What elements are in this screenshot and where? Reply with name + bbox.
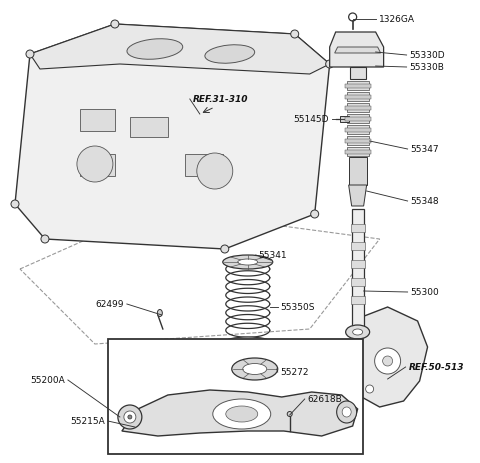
Ellipse shape <box>336 401 357 423</box>
Text: 55272: 55272 <box>281 368 309 377</box>
Ellipse shape <box>232 358 278 380</box>
Bar <box>347 93 369 102</box>
Bar <box>345 107 371 111</box>
Circle shape <box>325 61 334 69</box>
Bar <box>345 96 371 100</box>
Text: 55341: 55341 <box>259 251 288 260</box>
Polygon shape <box>15 25 330 250</box>
Circle shape <box>111 21 119 29</box>
Ellipse shape <box>157 310 162 317</box>
Bar <box>345 140 371 144</box>
Bar <box>347 137 369 146</box>
Circle shape <box>366 385 373 393</box>
Circle shape <box>26 51 34 59</box>
Bar <box>347 148 369 156</box>
Bar <box>345 118 371 122</box>
Ellipse shape <box>118 405 142 429</box>
Ellipse shape <box>353 329 363 335</box>
Bar <box>345 150 371 155</box>
Text: 1326GA: 1326GA <box>379 15 415 25</box>
Circle shape <box>383 356 393 366</box>
Bar <box>352 210 364 327</box>
Bar <box>108 339 363 454</box>
Bar <box>351 225 365 232</box>
Bar <box>345 85 371 89</box>
Bar <box>347 104 369 113</box>
Ellipse shape <box>124 411 136 423</box>
Text: 55347: 55347 <box>410 145 439 154</box>
Text: REF.50-513: REF.50-513 <box>408 363 464 372</box>
Text: REF.31-310: REF.31-310 <box>193 95 248 104</box>
Bar <box>351 296 365 304</box>
Ellipse shape <box>128 415 132 419</box>
Bar <box>351 260 365 269</box>
Ellipse shape <box>243 364 267 375</box>
Text: 55200A: 55200A <box>30 375 65 385</box>
Text: 55348: 55348 <box>410 197 439 206</box>
Bar <box>340 117 348 123</box>
Circle shape <box>291 31 299 39</box>
Circle shape <box>311 211 319 219</box>
Bar <box>347 82 369 91</box>
Bar <box>351 278 365 287</box>
Bar <box>80 110 115 131</box>
Polygon shape <box>348 186 367 206</box>
Ellipse shape <box>346 325 370 339</box>
Circle shape <box>41 236 49 244</box>
Ellipse shape <box>223 256 273 269</box>
Text: 55330D: 55330D <box>409 51 445 60</box>
Text: 55145D: 55145D <box>293 115 329 124</box>
Ellipse shape <box>127 40 183 60</box>
Polygon shape <box>349 307 428 407</box>
Polygon shape <box>122 390 358 436</box>
Ellipse shape <box>238 259 258 265</box>
Text: 55215A: 55215A <box>70 417 105 425</box>
Bar <box>130 118 168 138</box>
Ellipse shape <box>205 46 255 64</box>
Bar <box>185 155 223 176</box>
Ellipse shape <box>213 399 271 429</box>
Text: 62499: 62499 <box>96 300 124 309</box>
Ellipse shape <box>226 406 258 422</box>
Text: 55350S: 55350S <box>281 303 315 312</box>
Bar <box>345 129 371 133</box>
Bar <box>80 155 115 176</box>
Bar <box>347 126 369 135</box>
Text: 55300: 55300 <box>410 288 439 297</box>
Polygon shape <box>30 25 330 75</box>
Polygon shape <box>335 48 381 54</box>
Bar <box>348 158 367 186</box>
Circle shape <box>348 14 357 22</box>
Circle shape <box>197 154 233 189</box>
Text: 62618B: 62618B <box>308 394 342 404</box>
Bar <box>347 115 369 124</box>
Polygon shape <box>330 33 384 68</box>
Ellipse shape <box>342 407 351 417</box>
Ellipse shape <box>225 337 271 347</box>
Circle shape <box>221 245 229 253</box>
Bar <box>349 68 366 80</box>
Circle shape <box>77 147 113 182</box>
Ellipse shape <box>287 412 292 417</box>
Bar <box>351 243 365 250</box>
Circle shape <box>374 348 401 374</box>
Text: 55330B: 55330B <box>409 63 444 72</box>
Circle shape <box>11 200 19 208</box>
